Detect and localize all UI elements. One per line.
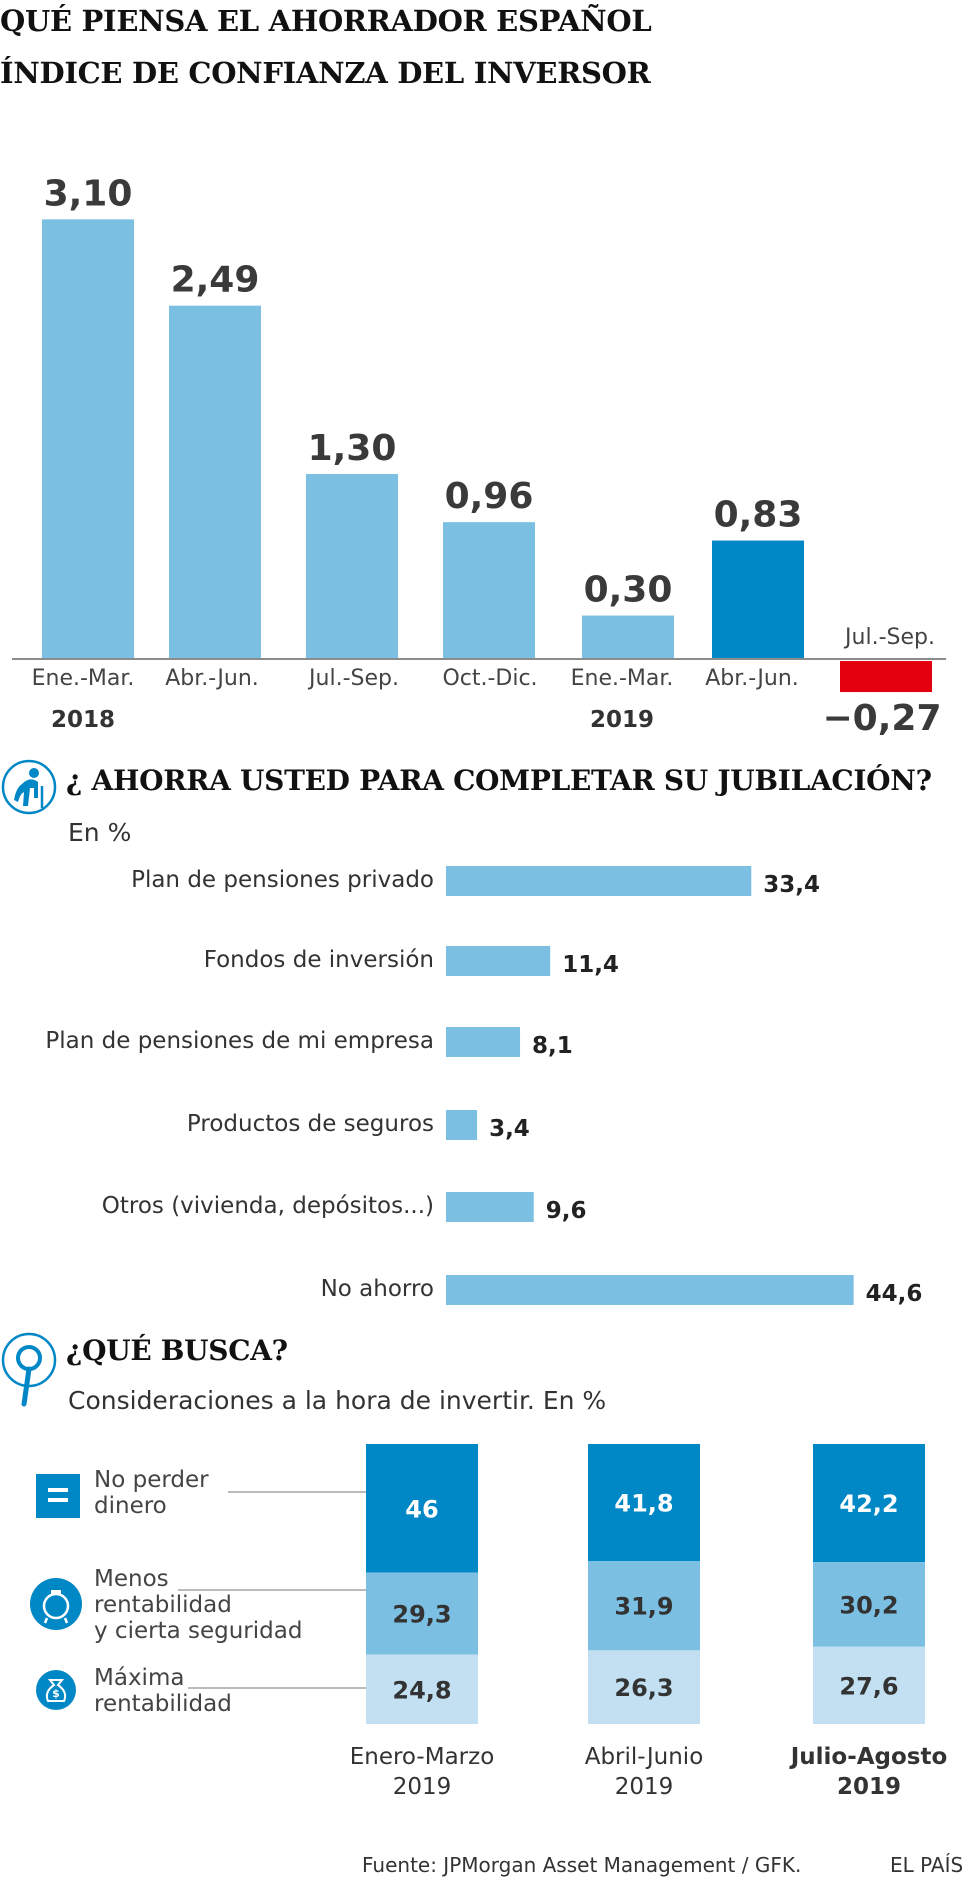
index-value-label: 2,49 [171, 260, 260, 301]
index-category-label: Ene.-Mar. [571, 666, 674, 691]
retirement-bar [446, 1027, 521, 1057]
retirement-title: ¿ AHORRA USTED PARA COMPLETAR SU JUBILAC… [66, 764, 932, 797]
index-value-label: 0,30 [584, 570, 673, 611]
index-category-label: Jul.-Sep. [843, 625, 935, 650]
retirement-bar [446, 1275, 854, 1305]
index-bar [712, 540, 804, 658]
consideration-value-label: 24,8 [392, 1676, 451, 1704]
retirement-category-label: Fondos de inversión [204, 947, 434, 973]
magnifier-icon [1, 1332, 57, 1407]
brand-name: EL PAÍS [890, 1853, 964, 1877]
index-category-label: Abr.-Jun. [705, 666, 799, 691]
consideration-value-label: 26,3 [614, 1674, 673, 1702]
retirement-category-label: Otros (vivienda, depósitos...) [102, 1193, 434, 1219]
investment-considerations-chart: 46 29,3 24,8 Enero-Marzo 2019 41,8 31,9 26,3 Abr… [30, 1444, 948, 1800]
index-bar [169, 305, 261, 658]
period-label: 2019 [615, 1774, 674, 1800]
consideration-segment [813, 1646, 925, 1724]
consideration-segment [366, 1654, 478, 1724]
search-title: ¿QUÉ BUSCA? [66, 1334, 288, 1367]
index-title: ÍNDICE DE CONFIANZA DEL INVERSOR [0, 56, 651, 90]
legend-label: Máxima [94, 1665, 184, 1691]
retirement-value-label: 44,6 [866, 1281, 923, 1307]
period-label: Abril-Junio [585, 1744, 704, 1770]
index-category-label: Jul.-Sep. [307, 666, 399, 691]
retirement-unit: En % [68, 818, 132, 847]
retirement-value-label: 11,4 [562, 952, 619, 978]
retirement-bar [446, 946, 551, 976]
index-value-label: 0,83 [714, 495, 803, 536]
svg-text:$: $ [52, 1687, 60, 1700]
period-label: Enero-Marzo [350, 1744, 495, 1770]
retirement-bar [446, 866, 752, 896]
retirement-value-label: 3,4 [489, 1116, 530, 1142]
index-value-label: 3,10 [44, 173, 133, 214]
year-label: 2019 [590, 707, 654, 733]
retirement-bar [446, 1192, 534, 1222]
elderly-person-icon [1, 759, 57, 815]
consideration-segment [366, 1444, 478, 1573]
retirement-value-label: 9,6 [546, 1198, 587, 1224]
legend-label: y cierta seguridad [94, 1618, 302, 1644]
year-label: 2018 [51, 707, 115, 733]
consideration-segment [588, 1561, 700, 1651]
retirement-value-label: 8,1 [532, 1033, 573, 1059]
index-bar [306, 474, 398, 658]
consideration-value-label: 31,9 [614, 1593, 673, 1621]
consideration-segment [366, 1572, 478, 1655]
index-bar [42, 219, 134, 658]
legend-label: Menos [94, 1566, 169, 1592]
retirement-savings-chart: Plan de pensiones privado 33,4 Fondos de i… [45, 866, 923, 1307]
period-label: Julio-Agosto [789, 1744, 948, 1770]
legend-label: rentabilidad [94, 1691, 232, 1717]
period-label: 2019 [837, 1774, 901, 1800]
consideration-value-label: 29,3 [392, 1601, 451, 1629]
consideration-segment [588, 1650, 700, 1724]
consideration-value-label: 41,8 [614, 1490, 673, 1518]
legend-label: No perder [94, 1467, 209, 1493]
confidence-index-chart: 3,10 Ene.-Mar. 2,49 Abr.-Jun. 1,30 Jul.-Sep. 0… [12, 173, 946, 739]
index-category-label: Oct.-Dic. [442, 666, 537, 691]
piggy-bank-icon [30, 1578, 82, 1630]
index-bar [840, 661, 932, 693]
index-value-label: 1,30 [308, 428, 397, 469]
search-subtitle: Consideraciones a la hora de invertir. E… [68, 1386, 607, 1415]
equals-icon [36, 1474, 80, 1518]
consideration-value-label: 42,2 [839, 1490, 898, 1518]
consideration-value-label: 30,2 [839, 1591, 898, 1619]
consideration-segment [588, 1444, 700, 1562]
retirement-category-label: Productos de seguros [187, 1111, 434, 1137]
source-note: Fuente: JPMorgan Asset Management / GFK. [362, 1853, 802, 1877]
index-bar [443, 522, 535, 658]
index-value-label: 0,96 [445, 476, 534, 517]
consideration-segment [813, 1562, 925, 1647]
retirement-category-label: No ahorro [321, 1276, 434, 1302]
retirement-bar [446, 1110, 478, 1140]
consideration-value-label: 27,6 [839, 1672, 898, 1700]
legend-label: rentabilidad [94, 1592, 232, 1618]
index-category-label: Abr.-Jun. [165, 666, 259, 691]
page-title: QUÉ PIENSA EL AHORRADOR ESPAÑOL [0, 4, 652, 38]
index-category-label: Ene.-Mar. [32, 666, 135, 691]
consideration-value-label: 46 [405, 1495, 438, 1523]
retirement-category-label: Plan de pensiones privado [131, 867, 434, 893]
legend-label: dinero [94, 1493, 167, 1519]
money-bag-icon: $ [36, 1670, 76, 1710]
consideration-segment [813, 1444, 925, 1563]
period-label: 2019 [393, 1774, 452, 1800]
index-value-label: −0,27 [823, 698, 942, 739]
index-bar [582, 615, 674, 658]
retirement-category-label: Plan de pensiones de mi empresa [45, 1028, 434, 1054]
retirement-value-label: 33,4 [763, 872, 820, 898]
